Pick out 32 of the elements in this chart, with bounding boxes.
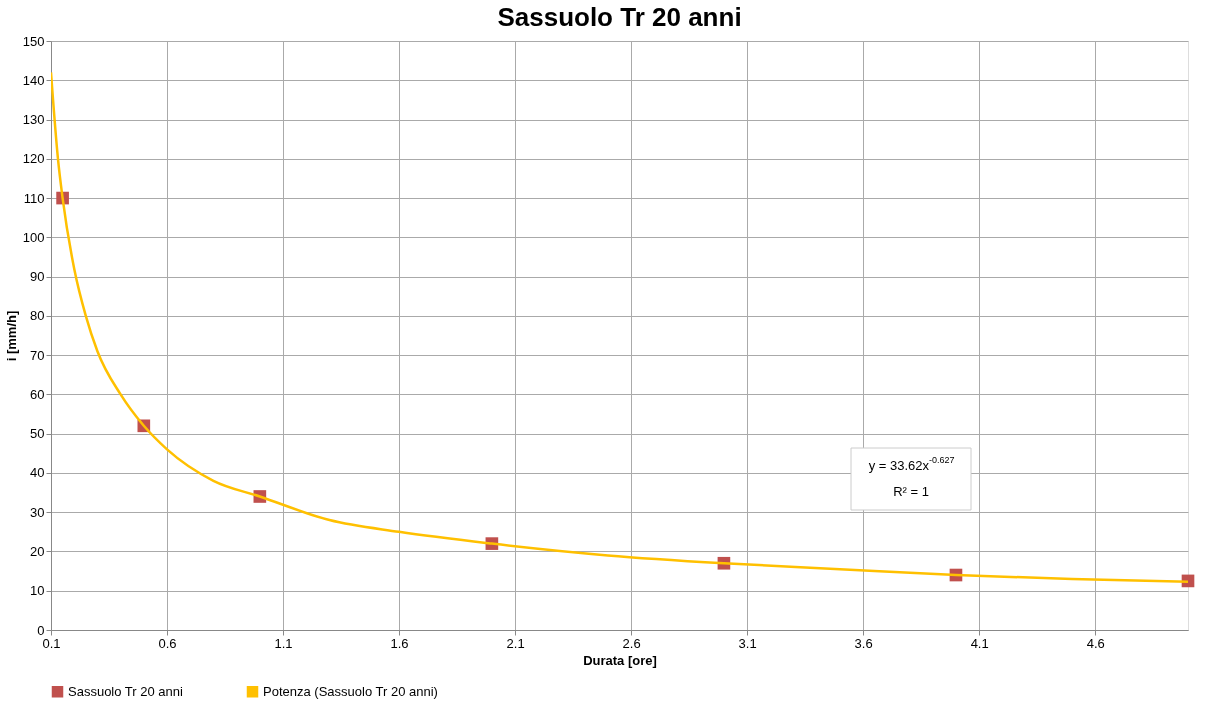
x-tick-label: 4.6 xyxy=(1086,635,1105,651)
y-tick-label: 130 xyxy=(22,112,45,128)
x-tick-label: 2.1 xyxy=(506,635,525,651)
y-tick-label: 150 xyxy=(22,33,45,49)
y-tick-label: 50 xyxy=(30,426,45,442)
y-tick-label: 20 xyxy=(30,543,45,559)
y-tick-label: 70 xyxy=(30,347,45,363)
y-tick-label: 90 xyxy=(30,269,45,285)
x-tick-label: 3.1 xyxy=(738,635,757,651)
x-tick-label: 1.6 xyxy=(390,635,409,651)
x-tick-label: 2.6 xyxy=(622,635,641,651)
y-tick-label: 10 xyxy=(30,583,45,599)
y-axis-title: i [mm/h] xyxy=(3,310,19,362)
legend-label: Potenza (Sassuolo Tr 20 anni) xyxy=(263,683,438,699)
x-tick-label: 3.6 xyxy=(854,635,873,651)
y-tick-label: 100 xyxy=(22,229,45,245)
chart-title: Sassuolo Tr 20 anni xyxy=(497,2,742,32)
x-tick-label: 0.6 xyxy=(158,635,177,651)
y-tick-label: 110 xyxy=(23,190,45,206)
y-tick-label: 120 xyxy=(22,151,45,167)
y-tick-label: 30 xyxy=(30,504,45,520)
x-axis-title: Durata [ore] xyxy=(583,652,657,668)
y-tick-label: 40 xyxy=(30,465,45,481)
y-tick-label: 80 xyxy=(30,308,45,324)
y-tick-label: 0 xyxy=(37,622,45,638)
x-tick-label: 0.1 xyxy=(42,635,61,651)
annotation: R² = 1 xyxy=(893,484,929,499)
x-tick-label: 1.1 xyxy=(274,635,293,651)
y-tick-label: 140 xyxy=(22,72,45,88)
y-tick-label: 60 xyxy=(30,386,45,402)
legend-label: Sassuolo Tr 20 anni xyxy=(68,683,184,699)
x-tick-label: 4.1 xyxy=(970,635,989,651)
